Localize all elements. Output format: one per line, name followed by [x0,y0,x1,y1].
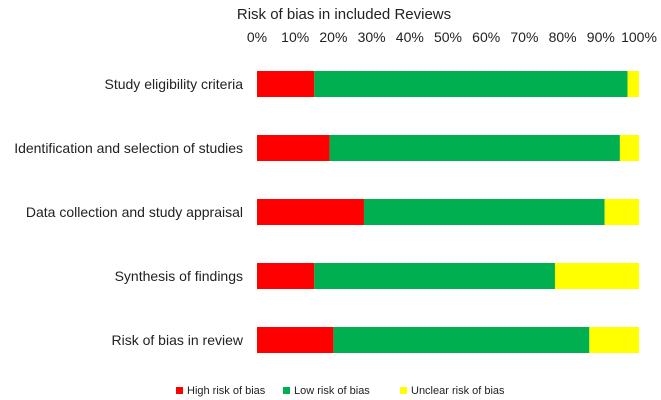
legend: High risk of bias Low risk of bias Unclear… [176,385,505,397]
x-tick-label: 60% [472,29,500,45]
category-label: Identification and selection of studies [14,140,243,156]
bar-segment-low-risk-of-bias [363,199,605,225]
x-tick-label: 50% [434,29,462,45]
category-label: Risk of bias in review [112,332,244,348]
x-tick-label: 20% [319,29,347,45]
category-label: Study eligibility criteria [105,76,244,92]
legend-swatch [176,387,183,394]
bar-segment-unclear-risk-of-bias [619,135,639,161]
bar-segment-low-risk-of-bias [333,327,590,353]
bar-segment-high-risk-of-bias [257,71,315,97]
category-label: Synthesis of findings [115,268,243,284]
legend-swatch [283,387,290,394]
bar-segment-low-risk-of-bias [314,71,628,97]
chart-title: Risk of bias in included Reviews [237,6,451,23]
bar-segment-high-risk-of-bias [257,199,364,225]
x-tick-label: 0% [247,29,267,45]
bar-segment-unclear-risk-of-bias [604,199,639,225]
bar-segment-unclear-risk-of-bias [627,71,639,97]
bar-segment-unclear-risk-of-bias [589,327,639,353]
x-tick-label: 80% [549,29,577,45]
x-tick-label: 90% [587,29,615,45]
bar-segment-unclear-risk-of-bias [554,263,639,289]
bar-segment-high-risk-of-bias [257,263,315,289]
x-tick-label: 40% [396,29,424,45]
bar-segment-high-risk-of-bias [257,135,330,161]
category-labels: Study eligibility criteria Identification… [14,76,244,348]
x-tick-label: 10% [281,29,309,45]
legend-swatch [400,387,407,394]
legend-label: Low risk of bias [294,385,370,397]
x-tick-label: 70% [510,29,538,45]
bars [257,71,639,353]
bar-segment-high-risk-of-bias [257,327,334,353]
bar-segment-low-risk-of-bias [329,135,620,161]
bar-segment-low-risk-of-bias [314,263,555,289]
x-axis-ticks: 0% 10% 20% 30% 40% 50% 60% 70% 80% 90% 100% [247,29,657,45]
x-tick-label: 100% [621,29,657,45]
x-tick-label: 30% [358,29,386,45]
legend-label: High risk of bias [187,385,266,397]
category-label: Data collection and study appraisal [26,204,243,220]
legend-label: Unclear risk of bias [411,385,505,397]
